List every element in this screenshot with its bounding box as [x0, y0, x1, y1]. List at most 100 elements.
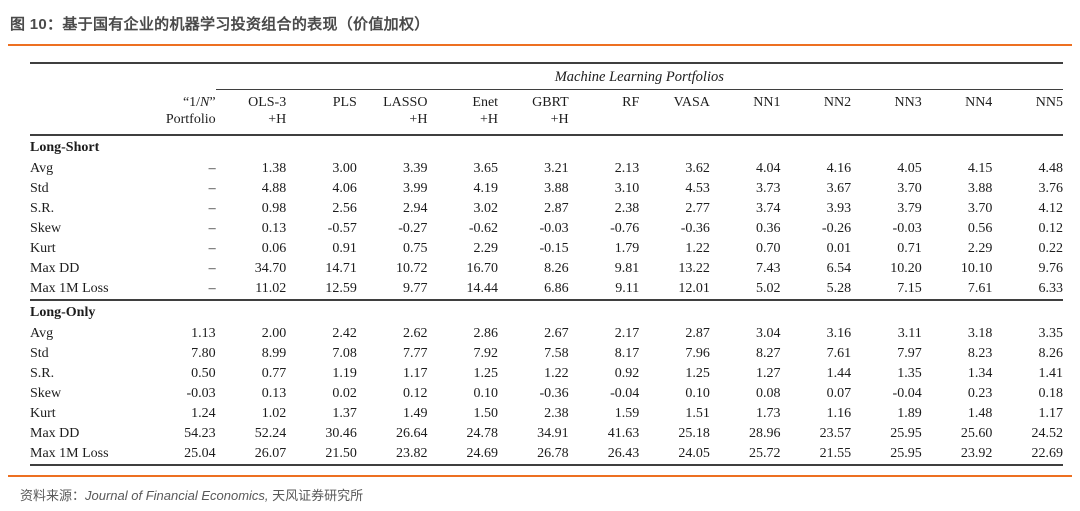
table-head: Machine Learning Portfolios “1/N” Portfol…: [30, 63, 1063, 136]
row-label: Std: [30, 181, 49, 196]
column-header-text: NN4: [965, 95, 993, 110]
column-header: LASSO +H: [356, 89, 428, 136]
table-row: Skew -0.03 0.13 0.02 0.12 0.10 -0.36 -0.04 0.10 0…: [30, 384, 1063, 404]
row-label: Kurt: [30, 241, 56, 256]
table-cell: –: [208, 241, 216, 256]
column-header-line2: +H: [550, 112, 569, 127]
table-cell: 3.70: [897, 181, 922, 196]
row-label: Max DD: [30, 261, 80, 276]
column-header-text: Enet: [472, 95, 499, 110]
table-cell: 25.18: [678, 426, 710, 441]
table-cell: 3.88: [544, 181, 569, 196]
table-cell: 26.43: [607, 446, 640, 461]
table-cell: 4.12: [1038, 201, 1064, 216]
table-cell: 0.10: [685, 386, 710, 401]
table-row: Max DD – 34.70 14.71 10.72 16.70 8.26 9.81 13.22…: [30, 259, 1063, 279]
table-cell: 0.08: [755, 386, 781, 401]
table-cell: 2.17: [614, 326, 640, 341]
table-cell: -0.57: [327, 221, 357, 236]
table-cell: -0.03: [539, 221, 569, 236]
table-row: Avg – 1.38 3.00 3.39 3.65 3.21 2.13 3.62 4.04 4.16…: [30, 159, 1063, 179]
table-cell: 1.17: [1038, 406, 1064, 421]
ml-portfolios-label: Machine Learning Portfolios: [554, 69, 724, 85]
table-cell: 0.75: [402, 241, 428, 256]
table-cell: 26.07: [254, 446, 287, 461]
row-label: Std: [30, 346, 49, 361]
column-header: OLS-3 +H: [215, 89, 287, 136]
table-cell: 4.04: [755, 161, 781, 176]
title-divider: [8, 44, 1072, 46]
table-cell: 0.50: [191, 366, 216, 381]
table-cell: 1.59: [614, 406, 640, 421]
table-cell: 2.29: [473, 241, 499, 256]
table-cell: 23.92: [960, 446, 993, 461]
table-cell: 25.04: [184, 446, 216, 461]
table-cell: –: [208, 261, 216, 276]
table-cell: 1.34: [967, 366, 993, 381]
table-cell: 1.16: [826, 406, 852, 421]
column-header-line1: NN2: [780, 94, 851, 111]
table-cell: -0.62: [468, 221, 499, 236]
table-cell: 7.92: [473, 346, 499, 361]
table-cell: 3.02: [473, 201, 499, 216]
column-header-text: OLS-3: [248, 95, 287, 110]
table-cell: 1.44: [826, 366, 852, 381]
table-cell: 1.73: [755, 406, 781, 421]
table-row: Std – 4.88 4.06 3.99 4.19 3.88 3.10 4.53 3.73 3.67…: [30, 179, 1063, 199]
table-cell: 2.86: [473, 326, 499, 341]
table-cell: –: [208, 221, 216, 236]
table-cell: 6.33: [1038, 281, 1064, 296]
table-cell: 0.22: [1038, 241, 1064, 256]
column-header-line1: NN4: [922, 94, 993, 111]
column-header-text: NN2: [823, 95, 852, 110]
table-cell: 0.13: [261, 386, 287, 401]
table-cell: 1.25: [473, 366, 499, 381]
table-cell: 9.77: [402, 281, 428, 296]
row-label: Max 1M Loss: [30, 446, 109, 461]
table-cell: 1.79: [614, 241, 640, 256]
table-cell: 4.05: [897, 161, 922, 176]
row-label: Max 1M Loss: [30, 281, 109, 296]
table-cell: –: [208, 181, 216, 196]
table-cell: 25.95: [890, 426, 922, 441]
table-cell: 0.13: [261, 221, 287, 236]
column-header: GBRT +H: [498, 89, 569, 136]
column-header-row: “1/N” Portfolio OLS-3 +H PLS LASSO +H Enet +H GB…: [30, 89, 1063, 136]
table-cell: 25.72: [748, 446, 781, 461]
column-header-line1: PLS: [286, 94, 357, 111]
table-cell: 1.48: [967, 406, 993, 421]
table-cell: -0.76: [610, 221, 640, 236]
table-cell: 4.16: [826, 161, 852, 176]
table-cell: 0.01: [826, 241, 852, 256]
table-cell: 22.69: [1031, 446, 1064, 461]
footer-divider: [8, 475, 1072, 477]
table-cell: 28.96: [748, 426, 781, 441]
table-cell: –: [208, 161, 216, 176]
column-header-line1: VASA: [639, 94, 710, 111]
table-cell: 34.91: [537, 426, 569, 441]
table-cell: 14.71: [325, 261, 357, 276]
column-header-line2: [639, 111, 710, 128]
table-cell: 0.06: [261, 241, 287, 256]
table-cell: 9.11: [615, 281, 640, 296]
table-cell: 0.70: [755, 241, 781, 256]
column-header: NN4: [921, 89, 993, 136]
table-cell: 7.97: [897, 346, 922, 361]
table-cell: 7.61: [826, 346, 852, 361]
table-cell: 16.70: [466, 261, 499, 276]
table-cell: 3.39: [402, 161, 428, 176]
column-header-text: NN1: [753, 95, 781, 110]
row-label: Skew: [30, 221, 62, 236]
column-header-line1: GBRT: [498, 94, 569, 111]
table-cell: 3.10: [614, 181, 640, 196]
table-cell: 2.38: [544, 406, 569, 421]
table-cell: 3.76: [1038, 181, 1064, 196]
table-cell: 2.13: [614, 161, 640, 176]
column-header-line1: NN3: [851, 94, 921, 111]
table-cell: 1.19: [332, 366, 357, 381]
table-cell: 3.88: [967, 181, 993, 196]
table-cell: 8.27: [755, 346, 781, 361]
column-header-text: RF: [622, 95, 640, 110]
table-cell: -0.04: [892, 386, 922, 401]
